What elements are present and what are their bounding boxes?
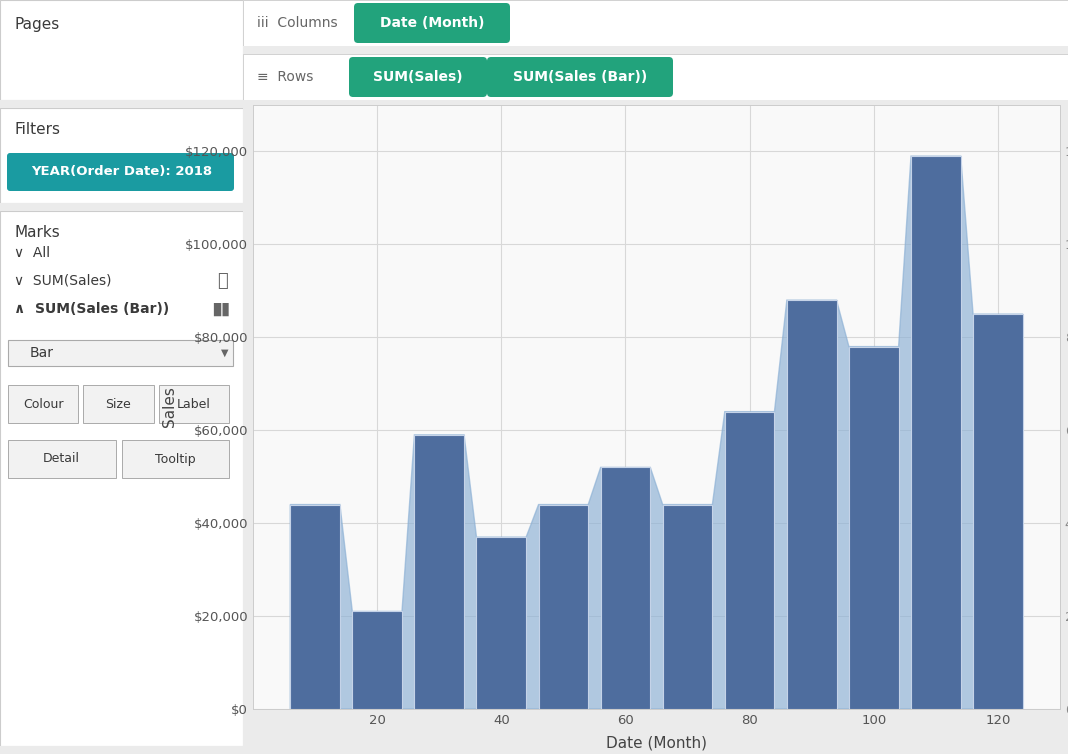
Bar — [973, 314, 1023, 709]
Text: Label: Label — [177, 397, 210, 410]
Text: Pages: Pages — [14, 17, 59, 32]
Bar — [849, 347, 898, 709]
Text: ∨  SUM(Sales): ∨ SUM(Sales) — [14, 274, 111, 288]
Bar — [911, 156, 961, 709]
Text: SUM(Sales (Bar)): SUM(Sales (Bar)) — [513, 70, 647, 84]
Bar — [414, 435, 465, 709]
Text: Date (Month): Date (Month) — [380, 16, 484, 30]
FancyBboxPatch shape — [159, 385, 229, 423]
FancyBboxPatch shape — [122, 440, 229, 478]
Text: Bar: Bar — [30, 346, 54, 360]
Bar — [663, 504, 712, 709]
Bar — [352, 611, 402, 709]
FancyBboxPatch shape — [487, 57, 673, 97]
Text: Detail: Detail — [43, 452, 80, 465]
Bar — [290, 504, 340, 709]
Bar — [600, 467, 650, 709]
Text: SUM(Sales): SUM(Sales) — [373, 70, 462, 84]
Bar — [725, 412, 774, 709]
Text: YEAR(Order Date): 2018: YEAR(Order Date): 2018 — [31, 165, 213, 179]
Polygon shape — [290, 156, 1023, 709]
FancyBboxPatch shape — [349, 57, 487, 97]
FancyBboxPatch shape — [7, 440, 115, 478]
Text: Marks: Marks — [14, 225, 60, 240]
FancyBboxPatch shape — [7, 385, 78, 423]
Text: ⌒: ⌒ — [218, 272, 229, 290]
Bar — [538, 504, 588, 709]
Text: ∨  All: ∨ All — [14, 246, 50, 260]
Bar — [787, 300, 836, 709]
FancyBboxPatch shape — [7, 153, 234, 191]
Text: iii  Columns: iii Columns — [257, 16, 337, 30]
FancyBboxPatch shape — [354, 3, 511, 43]
X-axis label: Date (Month): Date (Month) — [606, 735, 707, 750]
Text: ≡  Rows: ≡ Rows — [257, 70, 313, 84]
Text: ▼: ▼ — [221, 348, 229, 358]
Text: ∧  SUM(Sales (Bar)): ∧ SUM(Sales (Bar)) — [14, 302, 169, 316]
Bar — [476, 537, 527, 709]
FancyBboxPatch shape — [7, 340, 233, 366]
Text: Size: Size — [106, 397, 131, 410]
Text: Tooltip: Tooltip — [155, 452, 195, 465]
Y-axis label: Sales: Sales — [161, 387, 176, 428]
Text: Filters: Filters — [14, 122, 60, 137]
Text: ▊▋: ▊▋ — [214, 302, 233, 316]
FancyBboxPatch shape — [83, 385, 154, 423]
Text: Colour: Colour — [22, 397, 63, 410]
